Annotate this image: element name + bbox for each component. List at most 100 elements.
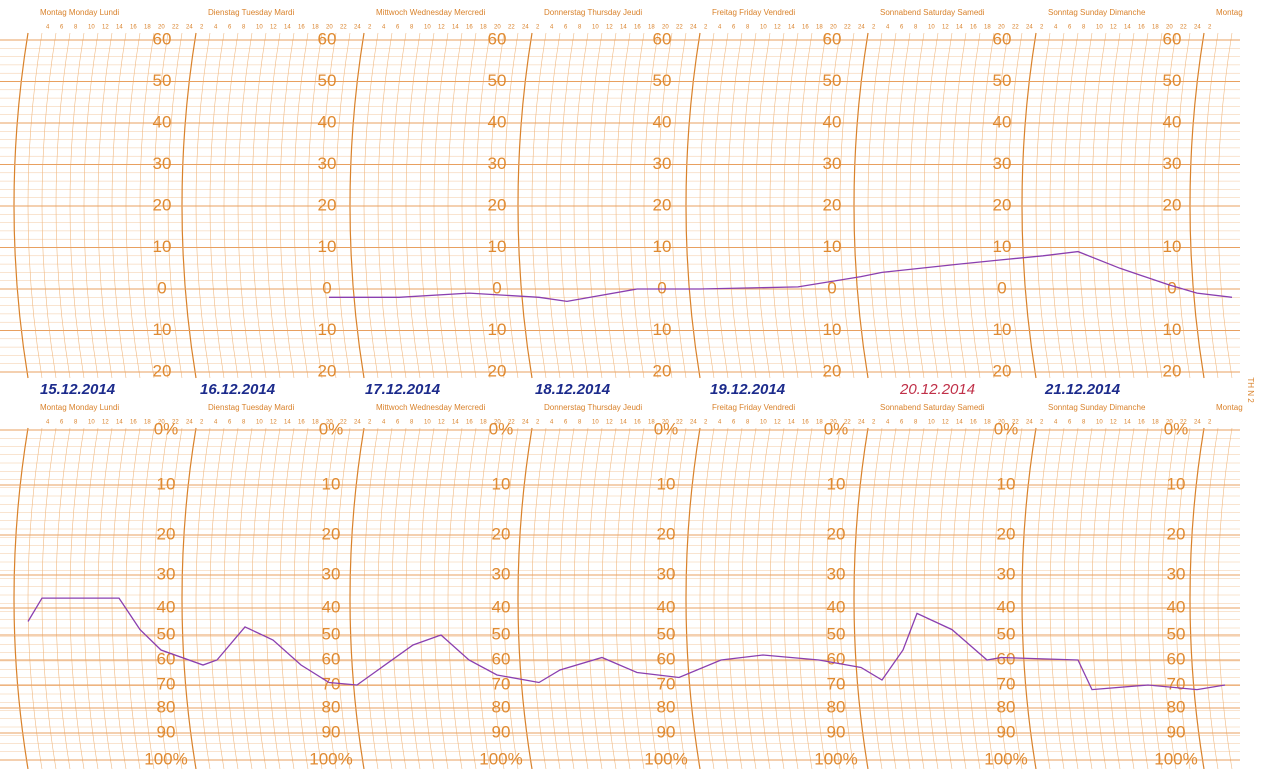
y-tick-label: 70 — [157, 674, 176, 693]
hour-label: 8 — [914, 420, 918, 426]
hour-label: 24 — [858, 420, 865, 426]
y-tick-label: 50 — [1167, 624, 1186, 643]
hour-line — [1204, 428, 1218, 769]
hour-label: 2 — [200, 420, 204, 426]
y-tick-label: 10 — [492, 474, 511, 493]
hour-label: 8 — [578, 25, 582, 31]
y-tick-label: 10 — [653, 237, 672, 256]
hour-label: 4 — [718, 420, 722, 426]
y-tick-label: 20 — [157, 524, 176, 543]
hour-label: 8 — [746, 25, 750, 31]
hour-label: 6 — [60, 420, 64, 426]
hour-label: 18 — [984, 25, 991, 31]
y-tick-label: 60 — [318, 29, 337, 48]
y-tick-label: 50 — [993, 71, 1012, 90]
hour-line — [1120, 428, 1134, 769]
y-tick-label: 30 — [492, 564, 511, 583]
hour-label: 8 — [410, 420, 414, 426]
y-tick-label: 10 — [657, 474, 676, 493]
y-tick-label: 50 — [827, 624, 846, 643]
y-tick-label: 10 — [153, 237, 172, 256]
y-tick-label: 10 — [318, 237, 337, 256]
y-tick-label: 10 — [1163, 320, 1182, 339]
y-tick-label: 70 — [322, 674, 341, 693]
hour-label: 24 — [522, 420, 529, 426]
y-tick-label: 30 — [997, 564, 1016, 583]
hour-label: 6 — [564, 420, 568, 426]
y-tick-label: 40 — [492, 597, 511, 616]
hour-label: 6 — [1068, 25, 1072, 31]
hour-label: 24 — [1026, 25, 1033, 31]
hour-label: 24 — [1026, 420, 1033, 426]
y-tick-label: 70 — [997, 674, 1016, 693]
y-tick-label: 0% — [994, 419, 1019, 438]
hour-line — [1078, 428, 1092, 769]
day-header: Montag — [1216, 403, 1243, 412]
hour-line — [462, 428, 476, 769]
hour-line — [896, 428, 910, 769]
day-line — [14, 428, 28, 769]
y-tick-label: 10 — [153, 320, 172, 339]
hour-line — [1092, 428, 1106, 769]
hour-line — [546, 428, 560, 769]
y-tick-label: 10 — [1167, 474, 1186, 493]
hour-label: 10 — [88, 25, 95, 31]
y-tick-label: 10 — [157, 474, 176, 493]
hour-line — [980, 428, 994, 769]
y-tick-label: 50 — [653, 71, 672, 90]
hour-label: 8 — [242, 420, 246, 426]
day-line — [182, 428, 196, 769]
y-tick-label: 10 — [993, 237, 1012, 256]
hour-line — [140, 428, 154, 769]
hour-label: 18 — [1152, 420, 1159, 426]
hour-label: 6 — [900, 420, 904, 426]
y-tick-label: 0 — [657, 278, 666, 297]
hour-label: 24 — [354, 420, 361, 426]
y-tick-label: 0% — [1164, 419, 1189, 438]
hour-label: 18 — [480, 25, 487, 31]
day-header: Donnerstag Thursday Jeudi — [544, 8, 642, 17]
hour-label: 16 — [802, 420, 809, 426]
y-tick-label: 20 — [993, 361, 1012, 380]
y-tick-label: 20 — [488, 361, 507, 380]
y-tick-label: 50 — [823, 71, 842, 90]
y-tick-label: 50 — [997, 624, 1016, 643]
hour-line — [1050, 428, 1064, 769]
hour-line — [420, 428, 434, 769]
hour-label: 14 — [1124, 420, 1131, 426]
day-header: Sonntag Sunday Dimanche — [1048, 8, 1146, 17]
y-tick-label: 20 — [318, 361, 337, 380]
y-tick-label: 100% — [479, 749, 522, 768]
y-tick-label: 10 — [318, 320, 337, 339]
hour-label: 10 — [592, 25, 599, 31]
day-header: Dienstag Tuesday Mardi — [208, 403, 294, 412]
y-tick-label: 20 — [827, 524, 846, 543]
hour-label: 18 — [144, 420, 151, 426]
hour-label: 12 — [774, 420, 781, 426]
hour-line — [434, 428, 448, 769]
hour-label: 12 — [438, 420, 445, 426]
y-tick-label: 40 — [153, 112, 172, 131]
hour-label: 14 — [284, 420, 291, 426]
day-header: Freitag Friday Vendredi — [712, 8, 795, 17]
hour-label: 10 — [256, 420, 263, 426]
hour-label: 12 — [606, 420, 613, 426]
hour-line — [406, 428, 420, 769]
hour-label: 4 — [718, 25, 722, 31]
hour-line — [784, 428, 798, 769]
hour-line — [448, 428, 462, 769]
y-tick-label: 100% — [644, 749, 687, 768]
hour-line — [952, 428, 966, 769]
hour-label: 10 — [928, 420, 935, 426]
y-tick-label: 90 — [322, 722, 341, 741]
hour-line — [196, 428, 210, 769]
y-tick-label: 10 — [488, 237, 507, 256]
hour-label: 10 — [424, 25, 431, 31]
hour-label: 2 — [368, 25, 372, 31]
hour-label: 8 — [242, 25, 246, 31]
hour-label: 10 — [256, 25, 263, 31]
hour-label: 16 — [1138, 25, 1145, 31]
y-tick-label: 20 — [153, 361, 172, 380]
y-tick-label: 60 — [492, 649, 511, 668]
y-tick-label: 50 — [488, 71, 507, 90]
